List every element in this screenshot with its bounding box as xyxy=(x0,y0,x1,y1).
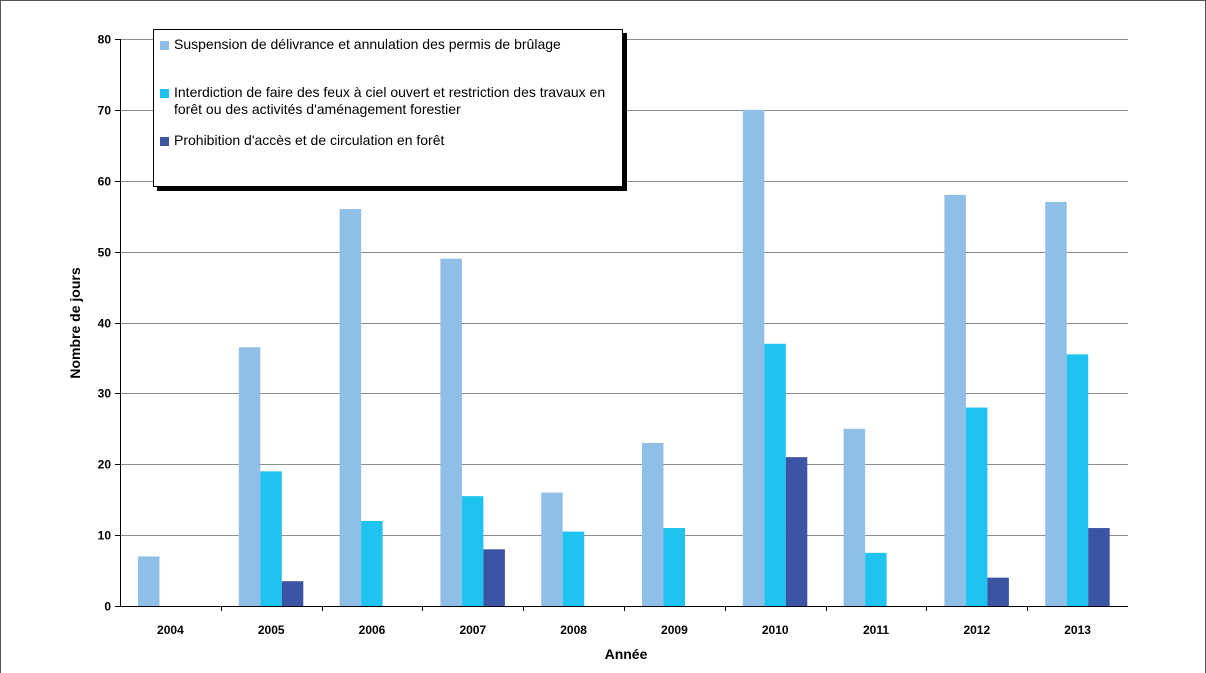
x-tick-labels: 2004 2005 2006 2007 2008 2009 2010 2011 2012 2013 xyxy=(157,623,1091,637)
bar xyxy=(138,556,160,606)
bar xyxy=(339,209,362,606)
y-tick-label: 10 xyxy=(98,529,112,543)
x-tick-label: 2010 xyxy=(762,623,789,637)
bar xyxy=(1066,354,1089,606)
y-tick-label: 70 xyxy=(98,104,112,118)
x-tick-label: 2013 xyxy=(1064,623,1091,637)
bar xyxy=(440,258,462,606)
y-tick-label: 50 xyxy=(98,246,112,260)
x-axis-title: Année xyxy=(605,646,648,662)
legend-swatch xyxy=(160,137,169,146)
bar xyxy=(642,442,664,606)
legend-swatch xyxy=(160,41,169,50)
x-tick-label: 2008 xyxy=(560,623,587,637)
bar xyxy=(785,457,808,606)
x-tick-label: 2009 xyxy=(661,623,688,637)
y-tick-label: 30 xyxy=(98,387,112,401)
x-tick-label: 2012 xyxy=(963,623,990,637)
y-tick-label: 80 xyxy=(98,33,112,47)
y-tick-label: 40 xyxy=(98,317,112,331)
x-tick-label: 2007 xyxy=(459,623,486,637)
y-tick-labels: 0 10 20 30 40 50 60 70 80 xyxy=(98,33,112,614)
bar xyxy=(865,552,887,606)
legend-item: Interdiction de faire des feux à ciel ou… xyxy=(160,84,614,118)
bar xyxy=(944,194,966,607)
x-tick-label: 2011 xyxy=(863,623,889,637)
bar xyxy=(461,496,484,606)
bar xyxy=(281,581,304,606)
legend: Suspension de délivrance et annulation d… xyxy=(153,29,623,187)
legend-item: Prohibition d'accès et de circulation en… xyxy=(160,132,614,149)
y-tick-label: 60 xyxy=(98,175,112,189)
y-tick-label: 0 xyxy=(104,600,111,614)
legend-label: Suspension de délivrance et annulation d… xyxy=(174,36,561,52)
bar xyxy=(260,471,282,606)
y-axis-title: Nombre de jours xyxy=(67,267,83,378)
x-tick-label: 2004 xyxy=(157,623,184,637)
bar xyxy=(361,520,383,606)
bar xyxy=(1045,202,1067,606)
bar xyxy=(483,549,505,606)
bar xyxy=(663,528,685,606)
x-tick-label: 2005 xyxy=(258,623,285,637)
legend-label: Interdiction de faire des feux à ciel ou… xyxy=(174,84,606,117)
x-tick-label: 2006 xyxy=(359,623,386,637)
bar xyxy=(742,109,765,606)
legend-swatch xyxy=(160,89,169,98)
legend-item: Suspension de délivrance et annulation d… xyxy=(160,36,614,53)
bar xyxy=(562,531,585,606)
bar xyxy=(843,428,866,606)
bar xyxy=(987,577,1009,606)
axes xyxy=(115,39,1128,611)
bars xyxy=(138,109,1110,607)
bar xyxy=(541,492,563,606)
bar xyxy=(1088,528,1110,606)
bar xyxy=(965,407,988,606)
bar xyxy=(764,343,786,606)
legend-label: Prohibition d'accès et de circulation en… xyxy=(174,132,445,148)
y-tick-label: 20 xyxy=(98,458,112,472)
bar xyxy=(238,347,261,606)
